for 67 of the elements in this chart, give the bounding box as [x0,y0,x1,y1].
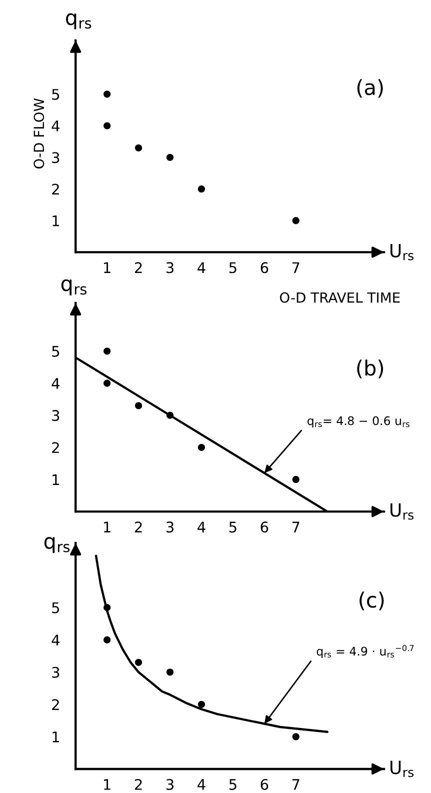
x-tick-label: 1 [104,779,110,790]
x-axis-title: U$_{rs}$ [390,244,414,260]
y-tick-label: 5 [52,346,60,357]
text: (b) [357,360,384,378]
y-axis-title: q$_{rs}$ [44,537,70,554]
x-tick-label: 2 [134,262,142,273]
point [166,412,174,419]
x-tick-label: 3 [166,262,174,274]
y-axis-title: q$_{rs}$ [66,13,92,30]
x-tick-label: 5 [229,779,236,790]
x-tick-label: 4 [198,262,206,273]
point [198,185,206,193]
x-tick-label: 7 [292,262,300,273]
annotation: q$_{rs}$ = 4.9 · u$_{rs}$$^{−0.7}$ [316,644,414,658]
x-tick-label: 2 [134,522,142,532]
x-tick-label: 5 [229,522,236,533]
text: (c) [360,592,384,610]
x-tick-label: 1 [104,522,110,532]
x-tick-label: 4 [198,522,206,532]
y-tick-label: 3 [52,410,60,422]
x-tick-label: 3 [166,522,174,533]
x-tick-label: 5 [229,262,236,274]
point [134,402,142,410]
point [104,636,111,644]
point [292,733,300,740]
text: (a) [357,79,383,98]
x-tick-label: 7 [292,522,300,532]
y-tick-label: 1 [52,732,59,742]
y-tick-label: 1 [52,215,59,226]
point [166,154,174,161]
x-tick-label: 2 [134,778,142,790]
y-tick-label: 1 [52,474,59,486]
point [104,90,111,98]
x-tick-label: 6 [260,262,268,274]
point [198,700,206,708]
x-axis-title: U$_{rs}$ [390,503,414,520]
x-tick-label: 6 [260,778,268,790]
x-tick-label: 1 [104,262,110,273]
x-tick-label: 7 [292,779,300,790]
point [166,668,174,676]
y-tick-label: 3 [52,152,60,164]
text: O-D TRAVEL TIME [280,292,400,303]
y-tick-label: 3 [52,666,60,678]
x-tick-label: 3 [166,778,174,790]
y-tick-label: 5 [52,89,60,100]
point [198,444,206,451]
y-tick-label: 4 [52,120,60,132]
point [104,380,111,387]
point [292,217,300,224]
point [104,122,111,130]
x-axis-title: U$_{rs}$ [390,760,414,778]
y-tick-label: 2 [52,442,59,453]
y-tick-label: 4 [52,634,60,646]
text: O-D FLOW [34,98,44,168]
x-tick-label: 4 [198,779,206,790]
x-tick-label: 6 [260,522,268,533]
y-tick-label: 2 [52,699,59,710]
point [292,476,300,484]
point [134,144,142,152]
y-tick-label: 4 [52,378,60,389]
annotation: q$_{rs}$= 4.8 − 0.6 u$_{rs}$ [308,416,410,428]
point [104,604,111,612]
point [104,348,111,355]
point [134,658,142,666]
y-tick-label: 2 [52,184,59,195]
y-axis-title: q$_{rs}$ [61,279,87,296]
y-tick-label: 5 [52,602,60,614]
